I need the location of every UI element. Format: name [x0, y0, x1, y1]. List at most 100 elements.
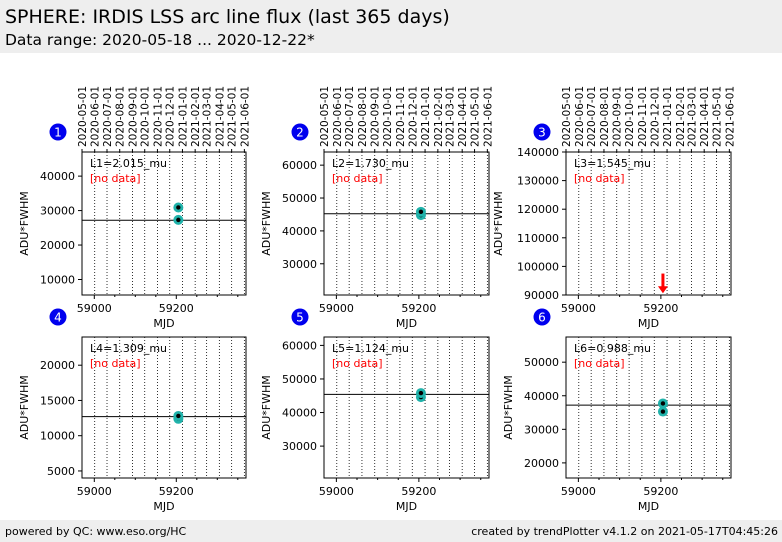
- x-tick-label: 59000: [561, 485, 596, 498]
- date-tick-label: 2020-09-01: [127, 86, 139, 147]
- line-label: L4=1.309_mu: [90, 342, 167, 355]
- plot-frame: [81, 336, 247, 479]
- y-tick-label: 10000: [40, 430, 75, 443]
- y-tick-label: 20000: [40, 359, 75, 372]
- date-tick-label: 2020-05-01: [319, 86, 331, 147]
- date-tick-label: 2020-12-01: [649, 86, 661, 147]
- y-tick-label: 60000: [282, 159, 317, 172]
- panel-number: 5: [296, 311, 304, 325]
- plot-frame: [565, 336, 732, 479]
- x-tick-label: 59200: [159, 302, 194, 315]
- panel-number: 4: [54, 311, 62, 325]
- date-tick-label: 2020-07-01: [344, 86, 356, 147]
- y-tick-label: 90000: [524, 289, 559, 302]
- panel-number-badge: [49, 308, 67, 326]
- y-tick-label: 110000: [517, 232, 559, 245]
- panel-number-badge: [291, 123, 309, 141]
- y-axis-label: ADU*FWHM: [502, 375, 515, 440]
- date-tick-label: 2020-11-01: [637, 86, 649, 147]
- y-tick-label: 30000: [282, 440, 317, 453]
- plot-frame: [323, 151, 490, 296]
- no-data-note: [no data]: [90, 172, 141, 185]
- x-axis-label: MJD: [396, 500, 417, 513]
- page-title: SPHERE: IRDIS LSS arc line flux (last 36…: [5, 6, 450, 28]
- date-tick-label: 2020-07-01: [102, 86, 114, 147]
- panel-number-badge: [533, 308, 551, 326]
- chart-panel-5: 30000 40000 50000 60000 59000 59200 MJD ADU*FWH…: [260, 308, 490, 513]
- date-tick-label: 2021-02-01: [433, 86, 445, 147]
- date-tick-label: 2020-05-01: [77, 86, 89, 147]
- y-tick-label: 15000: [40, 394, 75, 407]
- date-tick-label: 2020-08-01: [115, 86, 127, 147]
- panel-number-badge: [49, 123, 67, 141]
- y-axis-label: ADU*FWHM: [18, 375, 31, 440]
- data-point-center: [176, 205, 181, 210]
- panel-number-badge: [533, 123, 551, 141]
- x-tick-label: 59200: [401, 485, 436, 498]
- x-axis-label: MJD: [638, 500, 659, 513]
- y-tick-label: 20000: [40, 239, 75, 252]
- date-tick-label: 2020-11-01: [152, 86, 164, 147]
- y-tick-label: 40000: [40, 170, 75, 183]
- date-tick-label: 2021-04-01: [457, 86, 469, 147]
- y-tick-label: 100000: [517, 260, 559, 273]
- panel-number: 6: [538, 311, 546, 325]
- date-tick-label: 2021-03-01: [444, 86, 456, 147]
- y-axis-label: ADU*FWHM: [260, 191, 273, 256]
- x-tick-label: 59000: [319, 485, 354, 498]
- date-tick-label: 2021-04-01: [214, 86, 226, 147]
- x-tick-label: 59000: [561, 302, 596, 315]
- date-tick-label: 2021-06-01: [239, 86, 251, 147]
- y-tick-label: 40000: [282, 225, 317, 238]
- header-bar: SPHERE: IRDIS LSS arc line flux (last 36…: [0, 0, 782, 53]
- date-tick-label: 2021-04-01: [699, 86, 711, 147]
- chart-panel-2: 30000 40000 50000 60000 59000 59200 MJD ADU*FWH…: [260, 86, 494, 330]
- x-axis-label: MJD: [638, 317, 659, 330]
- date-tick-label: 2020-09-01: [370, 86, 382, 147]
- y-tick-label: 10000: [40, 273, 75, 286]
- x-tick-label: 59200: [401, 302, 436, 315]
- date-tick-label: 2021-06-01: [724, 86, 736, 147]
- y-tick-label: 140000: [517, 146, 559, 159]
- data-point-center: [418, 390, 424, 396]
- date-tick-label: 2020-06-01: [332, 86, 344, 147]
- date-tick-label: 2021-03-01: [202, 86, 214, 147]
- date-tick-label: 2021-02-01: [675, 86, 687, 147]
- date-tick-label: 2020-06-01: [90, 86, 102, 147]
- y-tick-label: 5000: [47, 465, 75, 478]
- plot-frame: [565, 151, 732, 296]
- y-tick-label: 30000: [524, 423, 559, 436]
- date-tick-label: 2020-10-01: [140, 86, 152, 147]
- date-tick-label: 2020-05-01: [561, 86, 573, 147]
- date-tick-label: 2020-12-01: [165, 86, 177, 147]
- date-tick-label: 2020-11-01: [395, 86, 407, 147]
- no-data-note: [no data]: [332, 172, 383, 185]
- y-tick-label: 130000: [517, 175, 559, 188]
- date-tick-label: 2021-01-01: [420, 86, 432, 147]
- date-tick-label: 2020-12-01: [407, 86, 419, 147]
- chart-panel-1: 10000 20000 30000 40000 59000 59200 MJD ADU*FWH…: [18, 86, 251, 330]
- x-axis-label: MJD: [153, 500, 174, 513]
- x-tick-label: 59000: [77, 302, 112, 315]
- chart-panel-4: 5000 10000 15000 20000 59000 59200 MJD ADU*FWHM…: [18, 308, 247, 513]
- data-point-center: [418, 209, 424, 215]
- data-range-subtitle: Data range: 2020-05-18 ... 2020-12-22*: [5, 31, 315, 49]
- plot-frame: [81, 151, 247, 296]
- y-tick-label: 50000: [282, 192, 317, 205]
- date-tick-label: 2021-06-01: [482, 86, 494, 147]
- panel-number-badge: [291, 308, 309, 326]
- y-tick-label: 40000: [524, 390, 559, 403]
- line-label: L2=1.730_mu: [332, 157, 409, 170]
- y-axis-label: ADU*FWHM: [492, 191, 505, 256]
- data-point-center: [176, 413, 181, 419]
- no-data-note: [no data]: [332, 357, 383, 370]
- date-tick-label: 2020-08-01: [357, 86, 369, 147]
- date-tick-label: 2021-02-01: [190, 86, 202, 147]
- footer-created-by: created by trendPlotter v4.1.2 on 2021-0…: [471, 525, 778, 538]
- date-tick-label: 2020-06-01: [574, 86, 586, 147]
- date-tick-label: 2021-05-01: [470, 86, 482, 147]
- line-label: L6=0.988_mu: [574, 342, 651, 355]
- plot-frame: [323, 336, 490, 479]
- date-tick-label: 2021-05-01: [712, 86, 724, 147]
- date-tick-label: 2021-01-01: [177, 86, 189, 147]
